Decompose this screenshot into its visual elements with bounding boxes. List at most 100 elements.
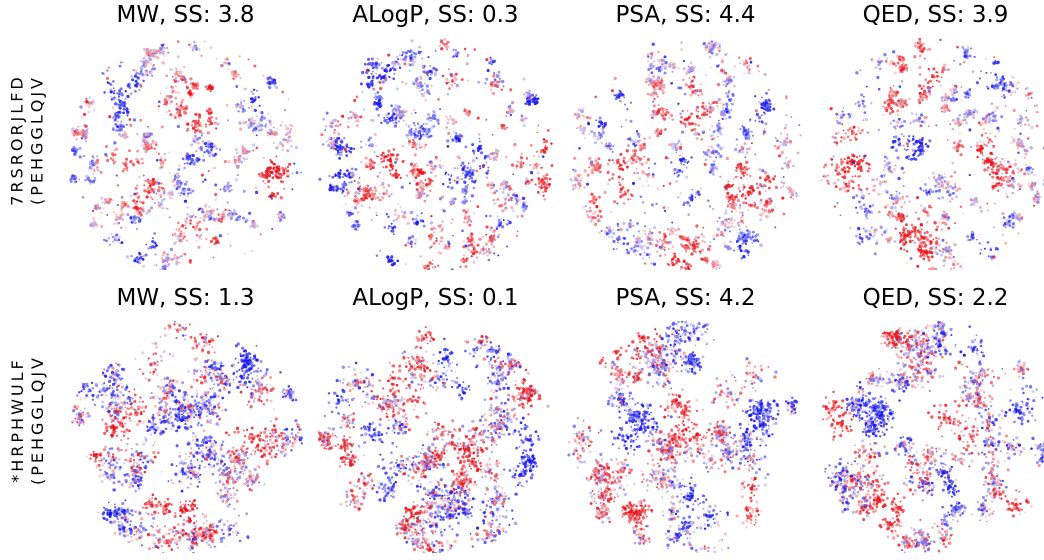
- scatter-point: [625, 228, 629, 232]
- scatter-point: [462, 240, 465, 243]
- scatter-point: [159, 195, 163, 199]
- scatter-point: [369, 143, 373, 147]
- scatter-point: [419, 255, 422, 258]
- scatter-point: [520, 159, 523, 162]
- scatter-point: [132, 68, 135, 72]
- scatter-point: [645, 179, 648, 182]
- scatter-point: [193, 226, 198, 230]
- scatter-point: [253, 119, 257, 123]
- scatter-point: [429, 246, 432, 249]
- row-label-geometric: *HRPHWULF (PEHGGLQJV: [0, 280, 56, 560]
- scatter-point: [704, 158, 708, 162]
- scatter-point: [169, 247, 173, 252]
- scatter-point: [414, 176, 417, 179]
- scatter-point: [501, 209, 505, 213]
- scatter-point: [123, 100, 126, 104]
- scatter-point: [333, 147, 336, 150]
- scatter-point: [394, 172, 398, 176]
- scatter-point: [189, 222, 192, 225]
- scatter-point: [509, 88, 513, 92]
- scatter-point: [472, 260, 476, 264]
- scatter-point: [503, 125, 506, 128]
- scatter-point: [182, 192, 186, 196]
- scatter-point: [328, 174, 331, 178]
- scatter-point: [390, 116, 394, 120]
- scatter-point: [542, 138, 546, 141]
- scatter-point: [492, 72, 496, 75]
- scatter-point: [416, 220, 419, 224]
- scatter-point: [340, 150, 344, 154]
- scatter-point: [411, 217, 415, 221]
- scatter-point: [116, 221, 119, 225]
- scatter-point: [475, 169, 478, 173]
- scatter-point: [250, 101, 252, 104]
- scatter-point: [111, 235, 114, 239]
- scatter-point: [321, 143, 325, 146]
- scatter-point: [493, 252, 496, 255]
- scatter-point: [184, 224, 187, 227]
- scatter-point: [157, 152, 161, 156]
- scatter-point: [383, 119, 387, 123]
- scatter-point: [68, 178, 72, 182]
- scatter-point: [391, 173, 395, 177]
- scatter-point: [240, 103, 243, 106]
- scatter-point: [349, 171, 352, 174]
- scatter-point: [93, 168, 96, 171]
- scatter-point: [158, 49, 161, 53]
- scatter-point: [772, 177, 776, 181]
- scatter-point: [718, 216, 721, 220]
- scatter-point: [184, 80, 188, 84]
- scatter-point: [74, 175, 77, 178]
- embedding-scatter: [569, 40, 802, 270]
- scatter-point: [125, 111, 130, 115]
- scatter-point: [203, 178, 207, 182]
- scatter-point: [147, 187, 150, 190]
- scatter-point: [478, 251, 482, 255]
- scatter-point: [401, 145, 404, 148]
- scatter-point: [546, 180, 549, 183]
- scatter-point: [266, 132, 270, 135]
- scatter-point: [192, 82, 195, 86]
- scatter-point: [348, 213, 351, 217]
- scatter-point: [155, 264, 158, 266]
- scatter-point: [479, 147, 482, 150]
- scatter-point: [123, 130, 126, 133]
- scatter-point: [453, 179, 456, 182]
- scatter-point: [588, 209, 592, 213]
- scatter-point: [171, 197, 174, 200]
- scatter-point: [79, 105, 83, 109]
- scatter-point: [202, 158, 206, 162]
- scatter-point: [520, 214, 524, 218]
- scatter-point: [426, 193, 430, 197]
- scatter-point: [89, 182, 92, 185]
- scatter-point: [136, 213, 140, 216]
- scatter-point: [205, 215, 208, 218]
- scatter-point: [286, 138, 290, 142]
- scatter-point: [409, 162, 414, 166]
- scatter-point: [546, 128, 550, 132]
- scatter-point: [139, 213, 143, 217]
- scatter-point: [134, 221, 137, 225]
- scatter-point: [277, 212, 281, 215]
- scatter-point: [393, 262, 396, 265]
- scatter-point: [445, 42, 449, 46]
- scatter-point: [373, 133, 377, 137]
- scatter-point: [215, 147, 218, 150]
- scatter-point: [81, 195, 85, 199]
- scatter-point: [400, 210, 404, 214]
- scatter-point: [405, 109, 408, 113]
- scatter-point: [469, 166, 472, 169]
- scatter-point: [473, 251, 475, 254]
- scatter-point: [105, 200, 108, 203]
- scatter-point: [493, 155, 496, 158]
- scatter-point: [184, 218, 188, 223]
- scatter-point: [268, 76, 272, 80]
- scatter-point: [75, 127, 78, 130]
- scatter-point: [85, 128, 89, 132]
- scatter-point: [192, 92, 195, 95]
- scatter-point: [336, 137, 338, 139]
- scatter-point: [193, 161, 197, 164]
- scatter-point: [428, 261, 432, 265]
- scatter-point: [171, 69, 174, 72]
- scatter-point: [418, 45, 421, 49]
